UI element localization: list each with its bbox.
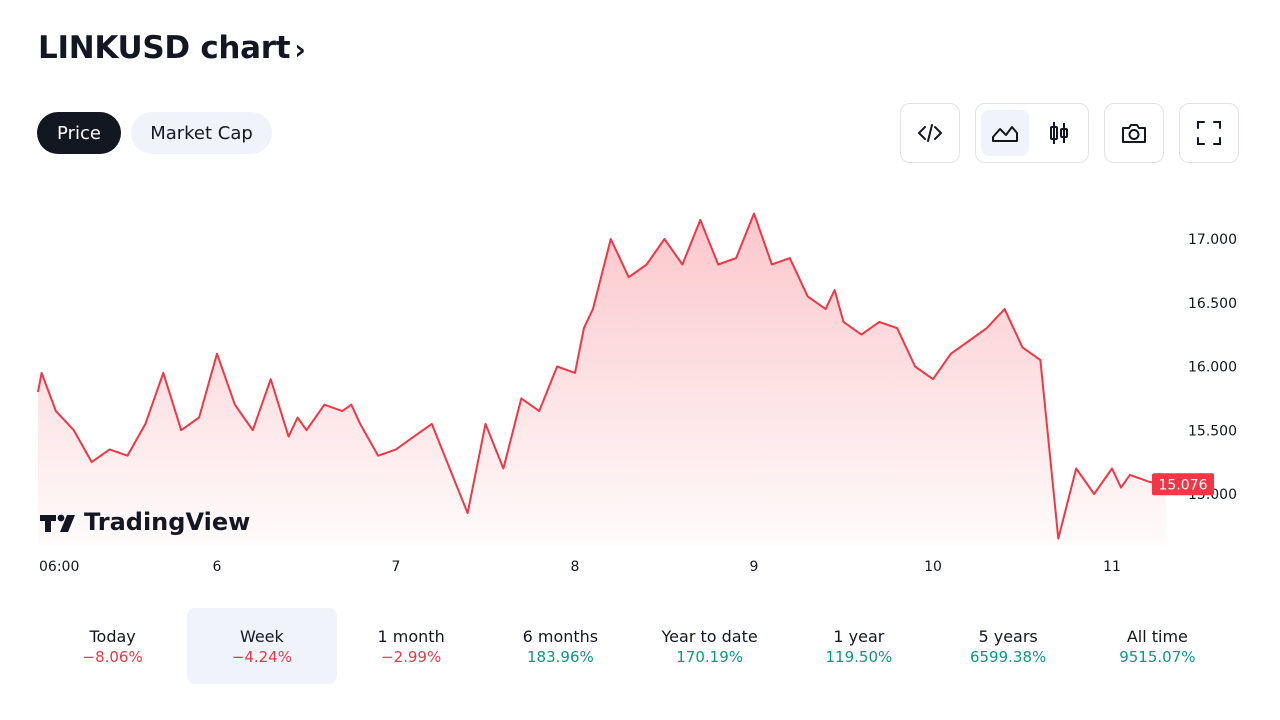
chevron-right-icon: ›: [294, 32, 306, 66]
period-selector: Today −8.06% Week −4.24% 1 month −2.99% …: [38, 608, 1232, 684]
area-chart-icon: [992, 126, 1018, 142]
period-change: 170.19%: [676, 647, 743, 666]
tradingview-watermark: TradingView: [84, 508, 250, 536]
snapshot-toolbar-group: [1104, 103, 1164, 163]
last-price-label: 15.076: [1159, 477, 1208, 493]
y-tick-label: 16.500: [1188, 296, 1237, 312]
period-today[interactable]: Today −8.06%: [38, 608, 187, 684]
period-change: −8.06%: [82, 647, 143, 666]
period-6-months[interactable]: 6 months 183.96%: [486, 608, 635, 684]
period-year-to-date[interactable]: Year to date 170.19%: [635, 608, 784, 684]
y-tick-label: 16.000: [1188, 360, 1237, 376]
x-tick-label: 6: [213, 559, 222, 575]
camera-icon: [1122, 124, 1146, 143]
x-tick-label: 9: [750, 559, 759, 575]
period-label: 5 years: [978, 626, 1038, 646]
period-label: Today: [89, 626, 136, 646]
period-all-time[interactable]: All time 9515.07%: [1083, 608, 1232, 684]
tradingview-logo-icon: [40, 514, 75, 532]
fullscreen-toolbar-group: [1179, 103, 1239, 163]
x-tick-label: 06:00: [39, 559, 79, 575]
tradingview-logo: TradingView: [40, 508, 250, 536]
x-tick-label: 8: [571, 559, 580, 575]
chart-type-toolbar-group: [975, 103, 1089, 163]
area-chart-button[interactable]: [981, 110, 1029, 156]
x-tick-label: 7: [392, 559, 401, 575]
y-tick-label: 15.500: [1188, 423, 1237, 439]
period-change: 6599.38%: [969, 647, 1047, 666]
period-label: Year to date: [661, 626, 758, 646]
candlestick-icon: [1050, 122, 1068, 144]
period-label: All time: [1126, 626, 1188, 646]
chart-title-link[interactable]: LINKUSD chart ›: [38, 30, 306, 66]
candlestick-button[interactable]: [1035, 110, 1083, 156]
last-price-badge-bg: [1152, 473, 1214, 496]
embed-toolbar-group: [900, 103, 960, 163]
y-tick-label: 17.000: [1188, 232, 1237, 248]
code-icon: [918, 124, 942, 142]
fullscreen-icon: [1197, 121, 1221, 145]
period-change: −2.99%: [381, 647, 442, 666]
period-5-years[interactable]: 5 years 6599.38%: [934, 608, 1083, 684]
tab-price[interactable]: Price: [37, 112, 121, 154]
snapshot-button[interactable]: [1110, 110, 1158, 156]
tab-price-label: Price: [57, 122, 101, 144]
period-1-year[interactable]: 1 year 119.50%: [784, 608, 933, 684]
tab-market-cap[interactable]: Market Cap: [131, 112, 272, 154]
x-axis: 06:00 6 7 8 9 10 11: [39, 559, 1121, 575]
embed-button[interactable]: [906, 110, 954, 156]
period-label: Week: [239, 626, 284, 646]
price-line: [37, 212, 1166, 540]
period-week[interactable]: Week −4.24%: [187, 608, 337, 684]
period-change: 183.96%: [527, 647, 594, 666]
price-area-fill: [38, 213, 1166, 545]
page-title: LINKUSD chart: [38, 30, 291, 66]
x-tick-label: 11: [1103, 559, 1121, 575]
period-change: 119.50%: [825, 647, 893, 666]
x-tick-label: 10: [924, 559, 942, 575]
period-change: −4.24%: [231, 647, 292, 666]
period-label: 6 months: [522, 626, 599, 646]
period-change: 9515.07%: [1119, 647, 1196, 666]
tab-market-cap-label: Market Cap: [150, 122, 253, 144]
fullscreen-button[interactable]: [1185, 110, 1233, 156]
period-label: 1 year: [833, 626, 885, 646]
last-price-badge: 15.076: [1152, 473, 1214, 496]
period-label: 1 month: [377, 626, 445, 646]
period-1-month[interactable]: 1 month −2.99%: [337, 608, 486, 684]
